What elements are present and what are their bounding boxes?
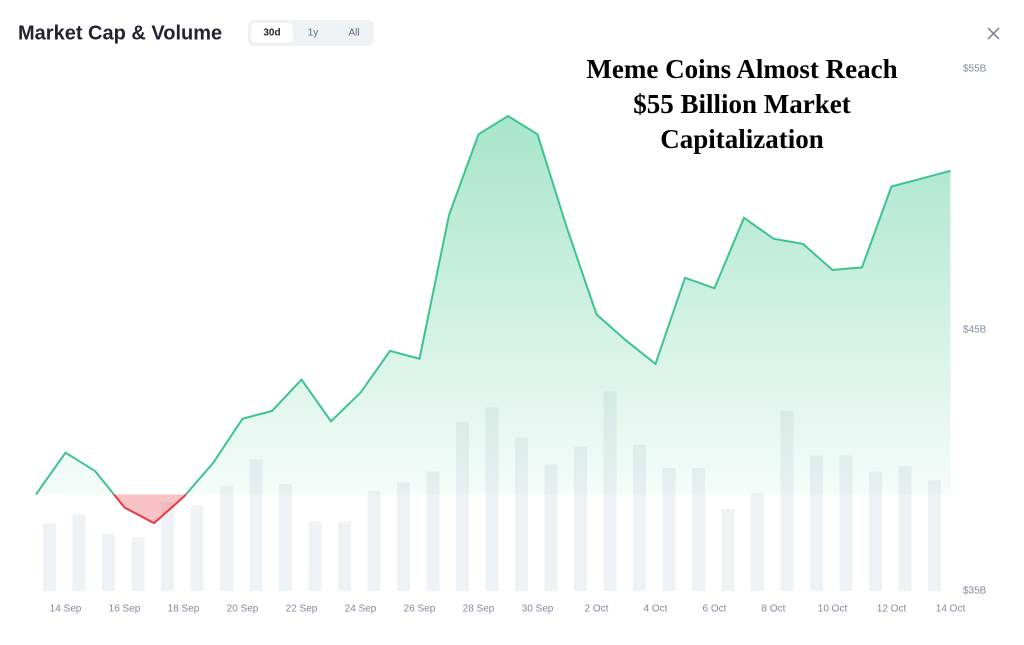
volume-bar (279, 484, 292, 591)
tab[interactable]: All (348, 28, 359, 39)
volume-bar (338, 521, 351, 591)
x-tick-label: 16 Sep (109, 604, 141, 615)
volume-bar (928, 480, 941, 591)
volume-bar (692, 467, 705, 591)
x-tick-label: 20 Sep (227, 604, 259, 615)
line-positive (35, 114, 951, 495)
volume-bar (721, 508, 735, 591)
tab[interactable]: 1y (308, 28, 319, 39)
volume-bar (544, 464, 558, 591)
x-tick-label: 6 Oct (703, 604, 727, 615)
annotation: Capitalization (660, 124, 824, 154)
volume-bar (751, 492, 764, 591)
volume-bar (190, 505, 204, 591)
area-negative (113, 494, 186, 524)
volume-bar (898, 466, 912, 591)
x-tick-label: 14 Oct (936, 604, 966, 615)
annotation: $55 Billion Market (633, 89, 851, 119)
y-tick-label: $45B (963, 325, 987, 336)
volume-bar (662, 467, 676, 591)
volume-bar (131, 537, 145, 591)
volume-bar (397, 482, 410, 591)
x-tick-label: 14 Sep (50, 604, 82, 615)
x-tick-label: 10 Oct (818, 604, 848, 615)
x-tick-label: 12 Oct (877, 604, 907, 615)
x-tick-label: 26 Sep (404, 604, 436, 615)
x-tick-label: 30 Sep (522, 604, 554, 615)
area-positive (36, 116, 951, 495)
volume-bar (367, 491, 381, 591)
annotation: Meme Coins Almost Reach (586, 54, 897, 84)
volume-bar (308, 521, 322, 591)
x-tick-label: 4 Oct (644, 604, 668, 615)
y-tick-label: $55B (963, 64, 987, 75)
x-tick-label: 18 Sep (168, 604, 200, 615)
tab[interactable]: 30d (263, 28, 280, 39)
volume-bar (869, 471, 882, 591)
volume-bar (220, 485, 233, 591)
chart-title: Market Cap & Volume (18, 22, 222, 44)
volume-bar (426, 471, 440, 591)
y-tick-label: $35B (963, 586, 987, 597)
x-tick-label: 28 Sep (463, 604, 495, 615)
x-tick-label: 24 Sep (345, 604, 377, 615)
volume-bar (102, 533, 115, 591)
x-tick-label: 8 Oct (762, 604, 786, 615)
x-tick-label: 22 Sep (286, 604, 318, 615)
tab-selected (251, 23, 293, 43)
volume-bar (43, 523, 56, 591)
x-tick-label: 2 Oct (585, 604, 609, 615)
close-button[interactable] (987, 27, 1000, 40)
volume-bar (161, 501, 174, 591)
volume-bar (72, 514, 86, 591)
